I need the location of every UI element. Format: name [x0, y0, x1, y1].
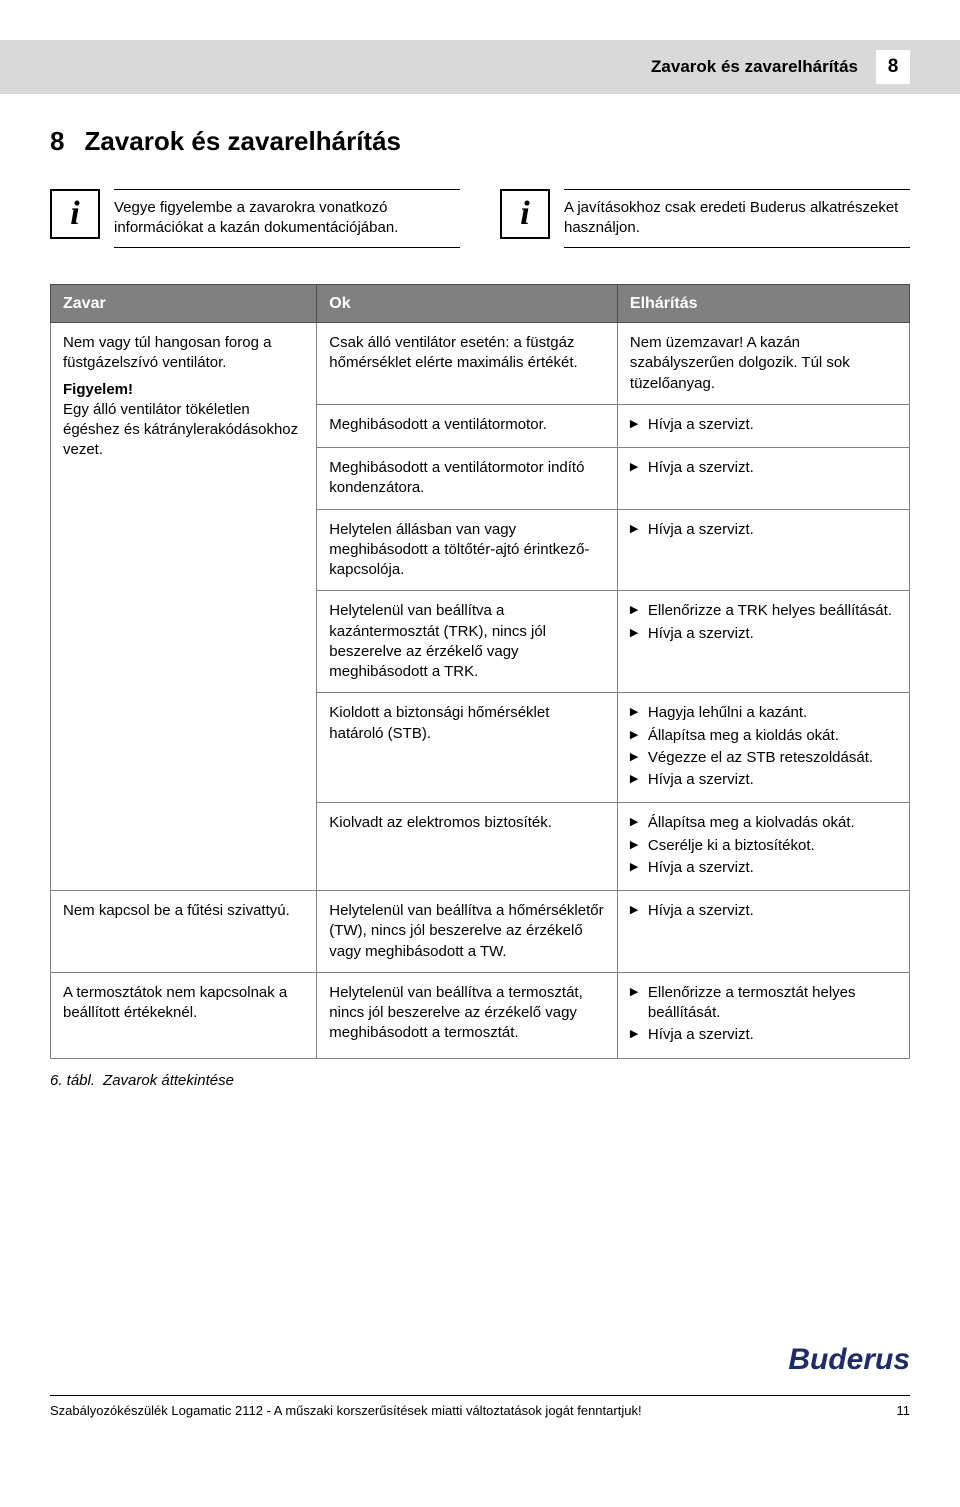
remedy-cell: Hagyja lehűlni a kazánt. Állapítsa meg a … [617, 693, 909, 803]
chapter-title: Zavarok és zavarelhárítás [84, 126, 401, 156]
action-item: Hívja a szervizt. [630, 624, 897, 644]
action-item: Ellenőrizze a TRK helyes beállítását. [630, 601, 897, 621]
column-header: Ok [317, 284, 618, 323]
cause-cell: Helytelenül van beállítva a hőmérséklető… [317, 891, 618, 973]
running-title: Zavarok és zavarelhárítás [651, 56, 858, 79]
action-item: Hívja a szervizt. [630, 520, 897, 540]
cause-cell: Helytelenül van beállítva a kazántermosz… [317, 591, 618, 693]
brand-logo: Buderus [788, 1340, 910, 1381]
page-number: 11 [897, 1402, 911, 1420]
info-note-text: A javításokhoz csak eredeti Buderus alka… [564, 189, 910, 248]
action-item: Hagyja lehűlni a kazánt. [630, 703, 897, 723]
action-item: Hívja a szervizt. [630, 858, 897, 878]
action-item: Hívja a szervizt. [630, 458, 897, 478]
action-list: Hívja a szervizt. [630, 520, 897, 540]
table-row: A termosztátok nem kapcsolnak a beállíto… [51, 972, 910, 1058]
cause-cell: Helytelenül van beállítva a termosztát, … [317, 972, 618, 1058]
action-list: Ellenőrizze a termosztát helyes beállítá… [630, 983, 897, 1046]
column-header: Elhárítás [617, 284, 909, 323]
caption-number: 6. tábl. [50, 1072, 95, 1089]
action-item: Hívja a szervizt. [630, 1025, 897, 1045]
fault-cell: Nem kapcsol be a fűtési szivattyú. [51, 891, 317, 973]
cause-cell: Kioldott a biztonsági hőmérséklet határo… [317, 693, 618, 803]
info-icon: i [500, 189, 550, 239]
remedy-cell: Hívja a szervizt. [617, 448, 909, 510]
table-row: Nem vagy túl hangosan forog a füstgázels… [51, 323, 910, 405]
caption-text: Zavarok áttekintése [103, 1072, 234, 1089]
table-row: Nem kapcsol be a fűtési szivattyú.Helyte… [51, 891, 910, 973]
action-list: Ellenőrizze a TRK helyes beállítását. Hív… [630, 601, 897, 644]
cause-cell: Meghibásodott a ventilátormotor indító k… [317, 448, 618, 510]
footer: Szabályozókészülék Logamatic 2112 - A mű… [50, 1395, 910, 1420]
action-list: Hívja a szervizt. [630, 458, 897, 478]
cause-cell: Kiolvadt az elektromos biztosíték. [317, 803, 618, 891]
chapter-heading: 8 Zavarok és zavarelhárítás [50, 124, 910, 159]
info-notes-row: i Vegye figyelembe a zavarokra vonatkozó … [50, 189, 910, 248]
info-icon: i [50, 189, 100, 239]
column-header: Zavar [51, 284, 317, 323]
remedy-cell: Állapítsa meg a kiolvadás okát. Cserélje … [617, 803, 909, 891]
troubleshooting-table: ZavarOkElhárítás Nem vagy túl hangosan f… [50, 284, 910, 1059]
fault-cell: Nem vagy túl hangosan forog a füstgázels… [51, 323, 317, 891]
remedy-cell: Ellenőrizze a TRK helyes beállítását. Hív… [617, 591, 909, 693]
cause-cell: Helytelen állásban van vagy meghibásodot… [317, 509, 618, 591]
cause-cell: Meghibásodott a ventilátormotor. [317, 404, 618, 447]
action-item: Állapítsa meg a kiolvadás okát. [630, 813, 897, 833]
fault-cell: A termosztátok nem kapcsolnak a beállíto… [51, 972, 317, 1058]
table-header-row: ZavarOkElhárítás [51, 284, 910, 323]
action-item: Végezze el az STB reteszoldását. [630, 748, 897, 768]
cause-cell: Csak álló ventilátor esetén: a füstgáz h… [317, 323, 618, 405]
remedy-cell: Nem üzemzavar! A kazán szabályszerűen do… [617, 323, 909, 405]
table-body: Nem vagy túl hangosan forog a füstgázels… [51, 323, 910, 1059]
action-item: Hívja a szervizt. [630, 770, 897, 790]
remedy-cell: Ellenőrizze a termosztát helyes beállítá… [617, 972, 909, 1058]
action-list: Hívja a szervizt. [630, 415, 897, 435]
action-item: Hívja a szervizt. [630, 901, 897, 921]
info-note-text: Vegye figyelembe a zavarokra vonatkozó i… [114, 189, 460, 248]
action-item: Állapítsa meg a kioldás okát. [630, 726, 897, 746]
action-item: Hívja a szervizt. [630, 415, 897, 435]
action-item: Cserélje ki a biztosítékot. [630, 836, 897, 856]
remedy-cell: Hívja a szervizt. [617, 404, 909, 447]
table-caption: 6. tábl. Zavarok áttekintése [50, 1071, 910, 1091]
running-chapter-number: 8 [876, 50, 910, 84]
action-list: Állapítsa meg a kiolvadás okát. Cserélje … [630, 813, 897, 878]
chapter-number: 8 [50, 126, 64, 156]
footer-text: Szabályozókészülék Logamatic 2112 - A mű… [50, 1402, 642, 1420]
remedy-cell: Hívja a szervizt. [617, 891, 909, 973]
action-list: Hívja a szervizt. [630, 901, 897, 921]
remedy-cell: Hívja a szervizt. [617, 509, 909, 591]
info-note: i Vegye figyelembe a zavarokra vonatkozó … [50, 189, 460, 248]
running-header: Zavarok és zavarelhárítás 8 [0, 40, 960, 94]
info-note: i A javításokhoz csak eredeti Buderus alk… [500, 189, 910, 248]
action-item: Ellenőrizze a termosztát helyes beállítá… [630, 983, 897, 1024]
action-list: Hagyja lehűlni a kazánt. Állapítsa meg a … [630, 703, 897, 790]
